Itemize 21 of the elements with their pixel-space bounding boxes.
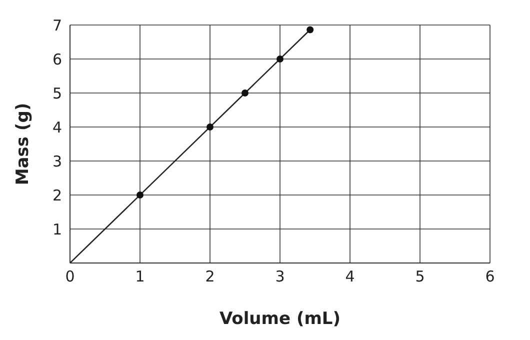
x-tick-label: 6 [485,268,495,286]
y-tick-label: 5 [52,84,62,102]
x-tick-label: 4 [345,268,355,286]
y-tick-label: 3 [52,152,62,170]
x-tick-label: 5 [415,268,425,286]
point [242,90,248,96]
y-axis-title: Mass (g) [13,102,34,186]
y-tick-label: 2 [52,186,62,204]
point [276,56,284,62]
y-tick-label: 1 [52,220,62,238]
x-tick-label: 3 [275,268,285,286]
point [136,192,144,198]
y-tick-label: 4 [52,118,62,136]
x-tick-label: 1 [135,268,145,286]
x-tick-label: 0 [65,268,75,286]
x-axis-title: Volume (mL) [219,309,341,329]
y-tick-label: 7 [52,16,62,34]
point [206,124,214,130]
y-tick-label: 6 [52,50,62,68]
point [306,26,314,34]
x-tick-label: 2 [205,268,215,286]
